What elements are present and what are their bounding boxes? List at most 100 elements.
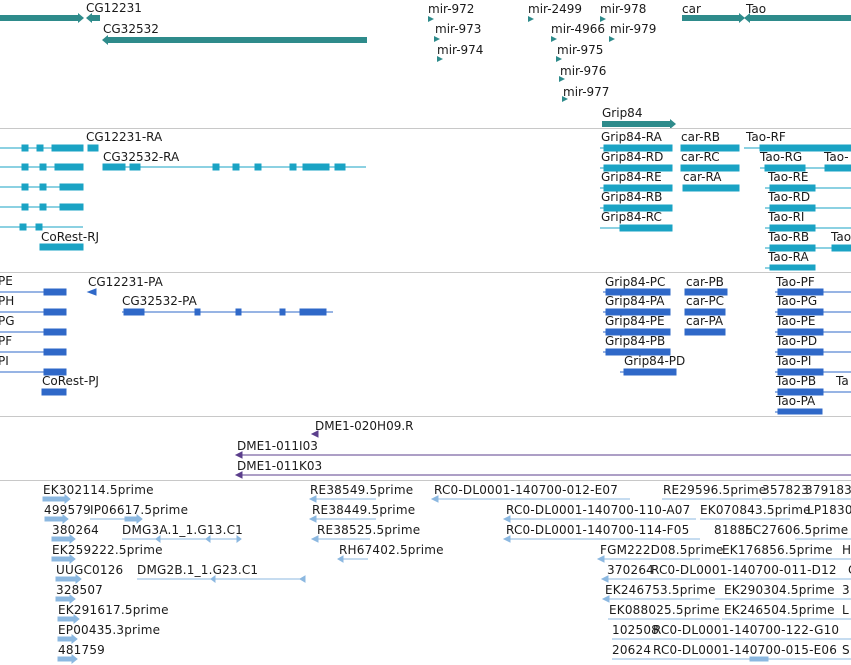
est-label[interactable]: RE38549.5prime xyxy=(310,483,414,497)
gene-label[interactable]: mir-978 xyxy=(600,2,647,16)
cdna-label[interactable]: DME1-020H09.R xyxy=(315,419,414,433)
est-label[interactable]: H xyxy=(842,543,851,557)
protein-label[interactable]: car-PC xyxy=(686,294,725,308)
protein-label[interactable]: Grip84-PB xyxy=(605,334,666,348)
est-label[interactable]: 20624 xyxy=(612,643,652,657)
est-label[interactable]: 102508 xyxy=(612,623,660,637)
protein-label[interactable]: PG xyxy=(0,314,15,328)
est-label[interactable]: EK259222.5prime xyxy=(52,543,163,557)
est-label[interactable]: IP06617.5prime xyxy=(90,503,189,517)
est-label[interactable]: RE29596.5prime xyxy=(663,483,767,497)
est-label[interactable]: 499579 xyxy=(44,503,92,517)
est-label[interactable]: C xyxy=(848,563,851,577)
transcript-label[interactable]: Grip84-RE xyxy=(601,170,662,184)
protein-label[interactable]: Tao-PI xyxy=(776,354,812,368)
est-label[interactable]: L xyxy=(842,603,849,617)
protein-label[interactable]: PE xyxy=(0,274,13,288)
transcript-label[interactable]: Tao-RA xyxy=(768,250,809,264)
est-label[interactable]: DMG3A.1_1.G13.C1 xyxy=(122,523,244,537)
gene-label[interactable]: mir-975 xyxy=(557,43,604,57)
transcript-label[interactable]: Grip84-RC xyxy=(601,210,662,224)
protein-label[interactable]: CG12231-PA xyxy=(88,275,163,289)
protein-label[interactable]: Tao-PD xyxy=(776,334,818,348)
est-label[interactable]: EK291617.5prime xyxy=(58,603,169,617)
transcript-label[interactable]: Tao-RF xyxy=(746,130,786,144)
gene-label[interactable]: CG32532 xyxy=(103,22,159,36)
cdna-label[interactable]: DME1-011K03 xyxy=(237,459,323,473)
est-label[interactable]: RC0-DL0001-140700-011-D12 xyxy=(651,563,837,577)
protein-label[interactable]: Ta xyxy=(836,374,849,388)
transcript-label[interactable]: CG32532-RA xyxy=(103,150,180,164)
transcript-label[interactable]: Tao-RB xyxy=(768,230,810,244)
protein-label[interactable]: Tao-PF xyxy=(776,275,815,289)
est-label[interactable]: EK176856.5prime xyxy=(722,543,833,557)
transcript-label[interactable]: Tao xyxy=(831,230,851,244)
est-label[interactable]: 370264 xyxy=(607,563,655,577)
transcript-label[interactable]: CG12231-RA xyxy=(86,130,163,144)
est-label[interactable]: EK302114.5prime xyxy=(43,483,154,497)
protein-label[interactable]: Grip84-PC xyxy=(605,275,666,289)
transcript-label[interactable]: car-RA xyxy=(683,170,722,184)
est-label[interactable]: RC0-DL0001-140700-122-G10 xyxy=(653,623,840,637)
protein-label[interactable]: PF xyxy=(0,334,13,348)
est-label[interactable]: 3 xyxy=(842,583,850,597)
gene-label[interactable]: CG12231 xyxy=(86,1,142,15)
gene-label[interactable]: mir-976 xyxy=(560,64,607,78)
cdna-label[interactable]: DME1-011I03 xyxy=(237,439,318,453)
gene-label[interactable]: mir-973 xyxy=(435,22,482,36)
est-label[interactable]: FGM222D08.5prime xyxy=(600,543,724,557)
protein-label[interactable]: Tao-PG xyxy=(776,294,818,308)
gene-label[interactable]: mir-972 xyxy=(428,2,475,16)
est-label[interactable]: S xyxy=(842,643,850,657)
est-label[interactable]: RC0-DL0001-140700-110-A07 xyxy=(506,503,691,517)
protein-label[interactable]: CoRest-PJ xyxy=(42,374,99,388)
protein-label[interactable]: PH xyxy=(0,294,15,308)
est-label[interactable]: RC0-DL0001-140700-012-E07 xyxy=(434,483,619,497)
protein-label[interactable]: Tao-PB xyxy=(776,374,817,388)
est-label[interactable]: EP00435.3prime xyxy=(58,623,161,637)
gene-label[interactable]: mir-4966 xyxy=(551,22,606,36)
transcript-label[interactable]: car-RC xyxy=(681,150,720,164)
transcript-label[interactable]: Tao-RG xyxy=(760,150,803,164)
est-label[interactable]: RC0-DL0001-140700-015-E06 xyxy=(653,643,838,657)
est-label[interactable]: DMG2B.1_1.G23.C1 xyxy=(137,563,259,577)
gene-label[interactable]: mir-979 xyxy=(610,22,657,36)
transcript-label[interactable]: Grip84-RD xyxy=(601,150,664,164)
est-label[interactable]: RC0-DL0001-140700-114-F05 xyxy=(506,523,690,537)
gene-label[interactable]: mir-974 xyxy=(437,43,484,57)
protein-label[interactable]: Tao-PE xyxy=(776,314,816,328)
transcript-label[interactable]: Grip84-RB xyxy=(601,190,663,204)
gene-label[interactable]: Grip84 xyxy=(602,106,643,120)
protein-label[interactable]: Grip84-PE xyxy=(605,314,665,328)
est-label[interactable]: 380264 xyxy=(52,523,100,537)
protein-label[interactable]: Grip84-PD xyxy=(624,354,686,368)
protein-label[interactable]: car-PB xyxy=(686,275,724,289)
est-label[interactable]: EK290304.5prime xyxy=(724,583,835,597)
gene-label[interactable]: mir-977 xyxy=(563,85,610,99)
est-label[interactable]: 357823 xyxy=(762,483,810,497)
gene-label[interactable]: car xyxy=(682,2,701,16)
est-label[interactable]: 481759 xyxy=(58,643,106,657)
est-label[interactable]: EK246753.5prime xyxy=(605,583,716,597)
est-label[interactable]: RE38525.5prime xyxy=(317,523,421,537)
transcript-label[interactable]: Tao- xyxy=(824,150,849,164)
est-label[interactable]: RE38449.5prime xyxy=(312,503,416,517)
transcript-label[interactable]: Tao-RE xyxy=(768,170,809,184)
est-label[interactable]: EK088025.5prime xyxy=(609,603,720,617)
gene-label[interactable]: mir-2499 xyxy=(528,2,583,16)
protein-label[interactable]: PI xyxy=(0,354,9,368)
transcript-label[interactable]: Tao-RI xyxy=(768,210,805,224)
protein-label[interactable]: Grip84-PA xyxy=(605,294,665,308)
est-label[interactable]: 81885 xyxy=(714,523,754,537)
protein-label[interactable]: Tao-PA xyxy=(776,394,816,408)
protein-label[interactable]: car-PA xyxy=(686,314,724,328)
transcript-label[interactable]: car-RB xyxy=(681,130,721,144)
transcript-label[interactable]: Grip84-RA xyxy=(601,130,662,144)
transcript-label[interactable]: Tao-RD xyxy=(768,190,811,204)
est-label[interactable]: EC27606.5prime xyxy=(745,523,849,537)
est-label[interactable]: 379183 xyxy=(805,483,851,497)
est-label[interactable]: RH67402.5prime xyxy=(339,543,444,557)
est-label[interactable]: UUGC0126 xyxy=(56,563,124,577)
gene-label[interactable]: Tao xyxy=(746,2,767,16)
est-label[interactable]: 328507 xyxy=(56,583,104,597)
